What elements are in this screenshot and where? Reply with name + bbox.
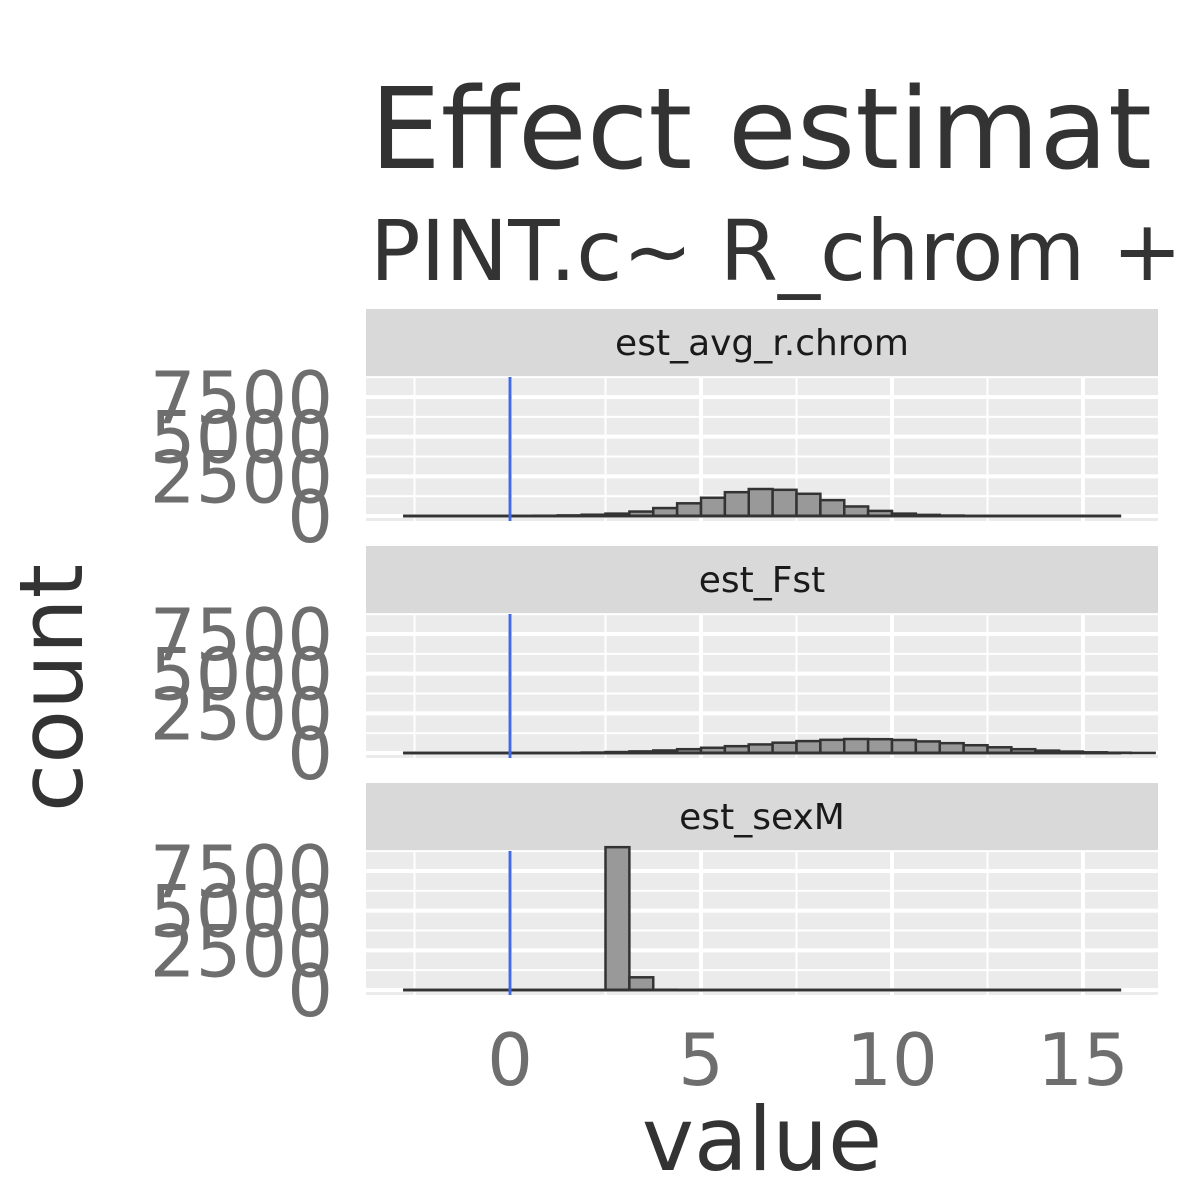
histogram-bar [866, 737, 894, 755]
y-tick-label: 5000 [150, 396, 333, 480]
y-tick-label: 5000 [150, 633, 333, 717]
y-tick-label: 5000 [150, 870, 333, 954]
histogram-bar [675, 502, 703, 518]
histogram-bar [628, 976, 655, 992]
y-tick-label: 7500 [150, 593, 333, 677]
x-axis: 0 5 10 15 [487, 1018, 1129, 1102]
y-tick-label: 7500 [150, 356, 333, 440]
histogram-bar [890, 738, 918, 755]
x-tick-label: 0 [487, 1018, 533, 1102]
histogram-bar [747, 487, 774, 518]
y-tick-label: 2500 [150, 909, 333, 993]
y-tick-label: 0 [287, 475, 333, 559]
facet-panels: est_avg_r.chrom0250050007500est_Fst02500… [150, 309, 1158, 1033]
histogram-bar [795, 739, 822, 755]
y-tick-label: 2500 [150, 435, 333, 519]
x-tick-label: 15 [1037, 1018, 1129, 1102]
strip-background [366, 546, 1158, 614]
histogram-bar [723, 490, 750, 518]
x-tick-label: 5 [678, 1018, 724, 1102]
histogram-bar [914, 740, 941, 755]
histogram-bar [604, 845, 631, 992]
x-tick-label: 10 [846, 1018, 938, 1102]
strip-background [366, 783, 1158, 851]
histogram-bar [843, 737, 870, 755]
histogram-bar [771, 488, 798, 518]
chart-title: Effect estimat [370, 65, 1152, 195]
x-axis-title: value [642, 1088, 882, 1191]
histogram-bar [699, 496, 727, 518]
histogram-bar [819, 738, 846, 755]
strip-label: est_avg_r.chrom [615, 323, 909, 364]
histogram-bar [771, 741, 798, 755]
histogram-bar [795, 492, 822, 518]
y-tick-label: 0 [287, 712, 333, 796]
y-axis-title: count [0, 564, 103, 812]
y-tick-label: 7500 [150, 830, 333, 914]
chart-subtitle: PINT.c~ R_chrom + [370, 202, 1182, 300]
strip-label: est_Fst [699, 560, 826, 601]
histogram-bar [819, 498, 846, 518]
strip-background [366, 309, 1158, 377]
strip-label: est_sexM [679, 797, 845, 838]
y-tick-label: 2500 [150, 672, 333, 756]
y-tick-label: 0 [287, 949, 333, 1033]
